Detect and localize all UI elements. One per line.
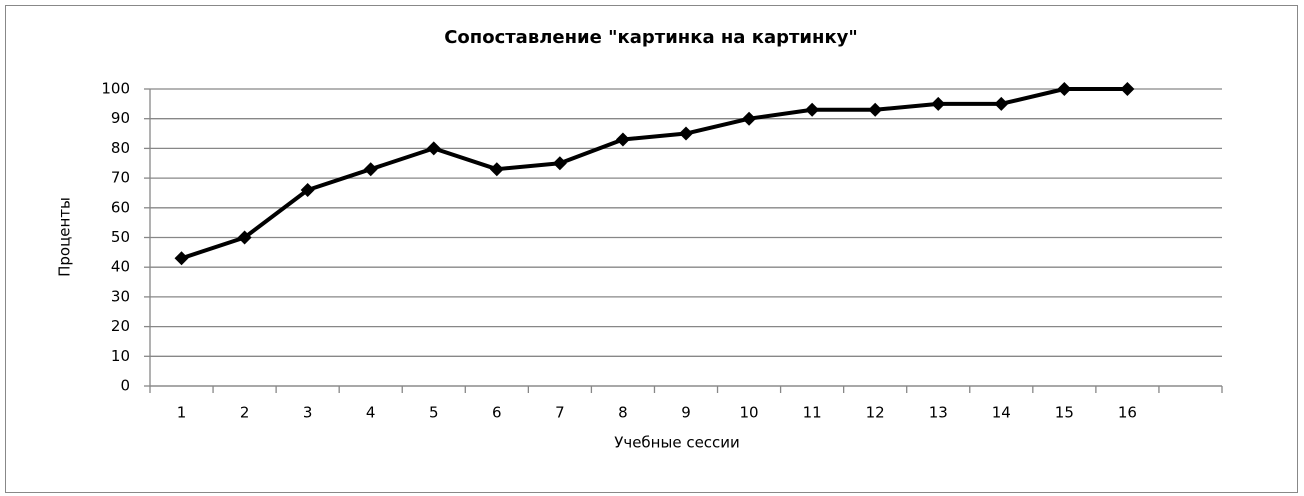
data-marker bbox=[615, 132, 630, 147]
data-line bbox=[180, 87, 1128, 261]
x-tick-label: 13 bbox=[929, 404, 948, 422]
data-marker bbox=[426, 141, 441, 156]
data-marker bbox=[805, 102, 820, 117]
x-tick-label: 2 bbox=[240, 404, 250, 422]
y-tick-label: 30 bbox=[111, 287, 130, 305]
x-tick-label: 8 bbox=[618, 404, 628, 422]
x-tick-label: 9 bbox=[681, 404, 691, 422]
chart-title: Сопоставление "картинка на картинку" bbox=[444, 27, 858, 48]
chart-border bbox=[5, 5, 1298, 493]
data-marker bbox=[489, 162, 504, 177]
data-marker bbox=[742, 111, 757, 126]
x-tick-label: 12 bbox=[866, 404, 885, 422]
x-tick-label: 5 bbox=[429, 404, 439, 422]
y-tick-label: 80 bbox=[111, 139, 130, 157]
data-marker bbox=[868, 102, 883, 117]
data-marker bbox=[237, 230, 252, 245]
data-marker bbox=[1120, 82, 1135, 96]
x-tick-label: 1 bbox=[177, 404, 187, 422]
x-tick-label: 7 bbox=[555, 404, 565, 422]
x-tick-label: 6 bbox=[492, 404, 502, 422]
data-marker bbox=[931, 96, 946, 111]
data-marker bbox=[552, 156, 567, 171]
data-marker bbox=[994, 96, 1009, 111]
y-tick-label: 0 bbox=[120, 377, 130, 395]
y-tick-label: 100 bbox=[101, 80, 130, 98]
y-tick-label: 70 bbox=[111, 169, 130, 187]
data-marker bbox=[363, 162, 378, 177]
data-marker bbox=[1057, 82, 1072, 96]
x-tick-label: 15 bbox=[1055, 404, 1074, 422]
data-marker bbox=[679, 126, 693, 141]
y-tick-label: 60 bbox=[111, 198, 130, 216]
y-tick-label: 50 bbox=[111, 228, 130, 246]
y-tick-label: 90 bbox=[111, 109, 130, 127]
data-marker bbox=[300, 182, 315, 197]
y-tick-label: 10 bbox=[111, 347, 130, 365]
y-tick-label: 20 bbox=[111, 317, 130, 335]
x-tick-label: 16 bbox=[1118, 404, 1137, 422]
x-tick-label: 10 bbox=[740, 404, 759, 422]
data-marker bbox=[174, 251, 189, 266]
y-axis-label: Проценты bbox=[56, 197, 74, 277]
x-tick-label: 14 bbox=[992, 404, 1011, 422]
x-tick-label: 4 bbox=[366, 404, 376, 422]
x-tick-label: 11 bbox=[803, 404, 822, 422]
x-tick-label: 3 bbox=[303, 404, 313, 422]
y-tick-label: 40 bbox=[111, 258, 130, 276]
x-axis-label: Учебные сессии bbox=[614, 434, 740, 452]
